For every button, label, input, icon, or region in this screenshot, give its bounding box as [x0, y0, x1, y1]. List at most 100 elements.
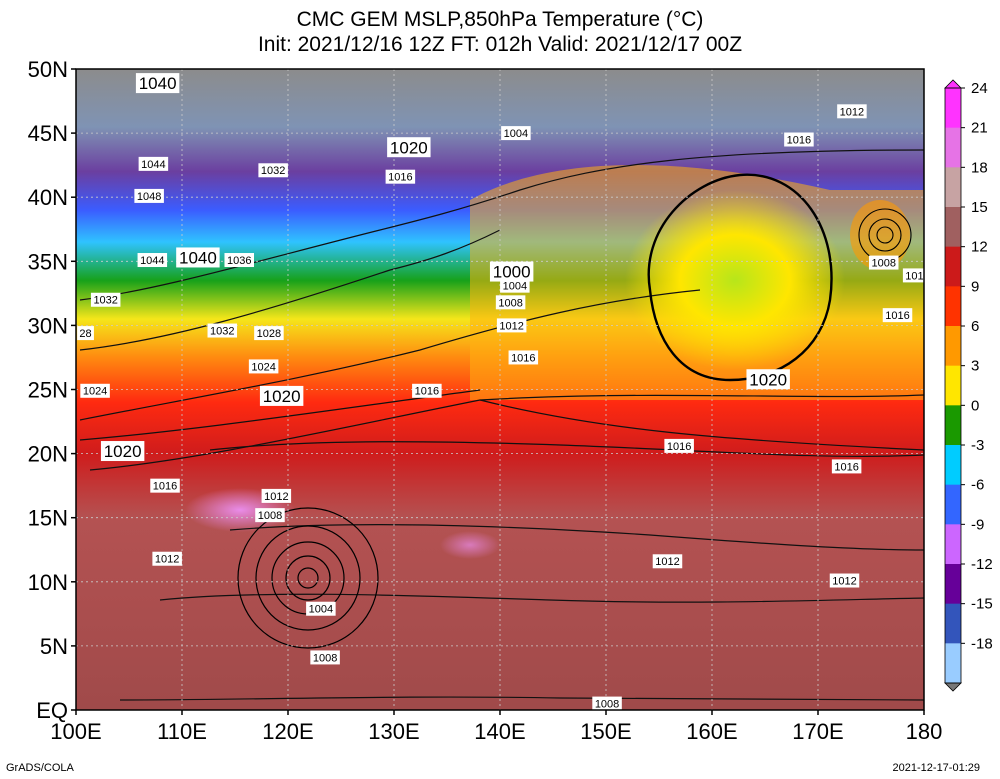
isobar-label-box: [100, 441, 145, 462]
isobar-label: 1016: [415, 386, 439, 398]
colorbar-tick-label: -15: [971, 596, 993, 613]
colorbar-segment: [945, 603, 961, 644]
lat-tick-label: 5N: [40, 634, 68, 659]
isobar-label-box: [255, 508, 285, 523]
isobar-label-box: [138, 156, 169, 171]
colorbar-tick-label: 9: [971, 278, 979, 295]
isobar-label: 1044: [141, 159, 165, 171]
lon-tick-label: 170E: [792, 719, 843, 744]
isobar-label-box: [831, 459, 862, 474]
isobar-label-box: [150, 478, 180, 493]
isobar-label: 1020: [104, 442, 142, 461]
isobar-label-box: [152, 551, 182, 566]
isobar: [119, 696, 924, 701]
colorbar-segment: [945, 524, 961, 565]
isobar-label-box: [902, 268, 924, 283]
isobar-label: 1004: [309, 604, 333, 616]
isobar-label-box: [258, 163, 288, 178]
colorbar-segment: [945, 167, 961, 208]
colorbar-tick-label: 15: [971, 199, 988, 216]
isobar-label: 1016: [787, 134, 811, 146]
isobar: [229, 523, 924, 551]
isobar-label: 1040: [179, 249, 217, 268]
isobar-label-box: [501, 126, 531, 141]
colorbar-segment: [945, 246, 961, 287]
colorbar-frame: [944, 87, 962, 684]
colorbar-segment: [945, 564, 961, 605]
colorbar-tick-label: 6: [971, 318, 979, 335]
isobar-label: 1020: [263, 387, 301, 406]
temperature-colorbar: 24 21 18 15 12 9 6 3 0 -3 -6 -9 -12 -15 -18: [944, 79, 993, 692]
colorbar-top-arrow: [944, 79, 962, 89]
isobar-label-box: [412, 383, 442, 398]
isobar-label: 1000: [493, 263, 531, 282]
isobar-label: 1016: [388, 172, 412, 184]
generation-timestamp: 2021-12-17-01:29: [892, 762, 980, 774]
lat-tick-label: 15N: [28, 506, 68, 531]
colorbar-segment: [945, 643, 961, 684]
isobar-label: 1012: [655, 556, 679, 568]
isobar-label: 101: [905, 270, 923, 282]
isobar-label-box: [385, 169, 416, 184]
lat-tick-label: 20N: [28, 442, 68, 467]
isobar-label-box: [592, 696, 622, 710]
isobar-label: 1004: [504, 128, 528, 140]
isobar-label-box: [224, 253, 254, 268]
colorbar-tick-label: 3: [971, 358, 979, 375]
colorbar-tick-label: -3: [971, 437, 984, 454]
low-isobar: [868, 218, 902, 252]
lon-tick-label: 110E: [157, 719, 207, 744]
isobar-label-box: [664, 438, 694, 453]
isobar: [209, 441, 924, 457]
map-title-line-2: Init: 2021/12/16 12Z FT: 012h Valid: 202…: [257, 33, 743, 56]
isobar-label: 1012: [264, 491, 288, 503]
isobar-label-box: [254, 326, 284, 341]
lon-tick-label: 150E: [580, 719, 631, 744]
typhoon-isobar: [297, 567, 319, 589]
isobar-label-box: [176, 247, 220, 268]
isobar-label: 1044: [140, 255, 164, 267]
colorbar-tick-label: 21: [971, 120, 988, 137]
isobar-label: 1036: [227, 255, 251, 267]
isobar-label-box: [259, 385, 304, 406]
isobar-label: 1008: [258, 510, 282, 522]
lat-tick-label: 25N: [28, 378, 68, 403]
isobar-label: 1008: [595, 699, 619, 711]
isobar-label: 1012: [155, 554, 179, 566]
isobar-label-box: [134, 188, 164, 203]
isobar-label-box: [495, 295, 526, 310]
colorbar-segment: [945, 365, 961, 406]
lon-tick-label: 130E: [368, 719, 419, 744]
isobar-label-box: [261, 488, 292, 503]
isobar: [79, 289, 701, 421]
isobar-label-box: [784, 132, 814, 147]
isobar: [79, 389, 481, 441]
typhoon-isobar: [255, 525, 361, 631]
colorbar-segment: [945, 405, 961, 446]
isobar-label: 1008: [871, 258, 895, 270]
isobar-label: 1024: [251, 361, 275, 373]
lon-tick-label: 100E: [50, 719, 101, 744]
software-credit: GrADS/COLA: [6, 762, 74, 774]
colorbar-tick-label: -9: [971, 516, 984, 533]
isobar-label-box: [248, 359, 279, 374]
isobar-label-box: [882, 308, 913, 323]
isobar-label: 1024: [83, 386, 107, 398]
colorbar-tick-label: 12: [971, 239, 988, 256]
isobar-label: 1032: [93, 295, 117, 307]
isobar-label-box: [868, 255, 899, 270]
isobar-label-box: [207, 323, 238, 338]
isobar-label-box: [500, 278, 530, 293]
isobar-label-box: [80, 383, 110, 398]
lon-tick-label: 180: [906, 719, 943, 744]
lat-tick-label: 30N: [28, 313, 68, 338]
colorbar-tick-label: -12: [971, 556, 993, 573]
isobar-label: 1016: [885, 310, 909, 322]
colorbar-segment: [945, 127, 961, 168]
isobar-label: 28: [79, 328, 91, 340]
isobar: [159, 593, 924, 603]
lat-tick-label: 40N: [28, 185, 68, 210]
isobar-label: 1032: [261, 165, 285, 177]
lon-tick-label: 160E: [686, 719, 737, 744]
isobar-lines: [79, 149, 924, 701]
